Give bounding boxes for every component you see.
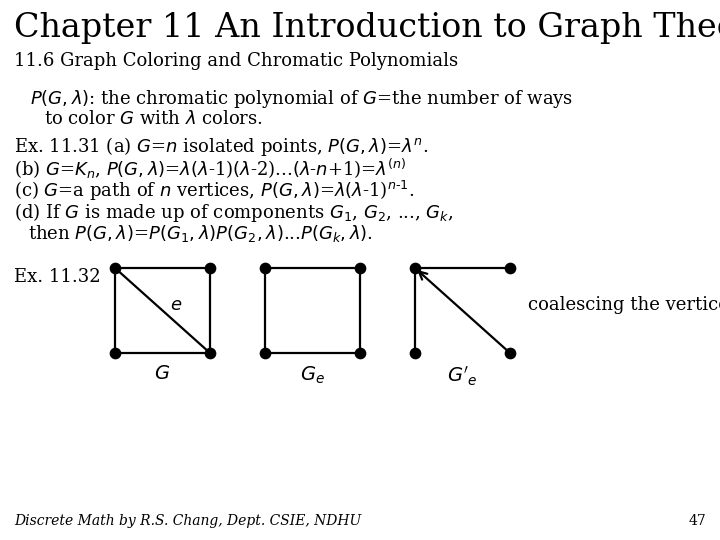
Point [259,349,271,357]
Text: $e$: $e$ [171,296,183,314]
Text: (b) $G$=$K_n$, $P(G,\lambda)$=$\lambda(\lambda$-1)$(\lambda$-2)...$(\lambda$-$n$: (b) $G$=$K_n$, $P(G,\lambda)$=$\lambda(\… [14,157,407,181]
Text: Discrete Math by R.S. Chang, Dept. CSIE, NDHU: Discrete Math by R.S. Chang, Dept. CSIE,… [14,514,361,528]
Text: (c) $G$=a path of $n$ vertices, $P(G,\lambda)$=$\lambda(\lambda$-1)$^{n\text{-}1: (c) $G$=a path of $n$ vertices, $P(G,\la… [14,179,414,203]
Point [504,349,516,357]
Point [354,349,366,357]
Point [409,349,420,357]
Point [504,264,516,272]
Text: $G_e$: $G_e$ [300,365,325,386]
Point [204,264,216,272]
Text: Chapter 11 An Introduction to Graph Theory: Chapter 11 An Introduction to Graph Theo… [14,12,720,44]
Point [204,349,216,357]
Point [109,349,121,357]
Point [259,264,271,272]
Point [409,264,420,272]
Text: then $P(G,\lambda)$=$P(G_1,\lambda)P(G_2,\lambda)$...$P(G_k,\lambda)$.: then $P(G,\lambda)$=$P(G_1,\lambda)P(G_2… [28,223,373,244]
Text: $G$: $G$ [154,365,171,383]
Text: Ex. 11.32: Ex. 11.32 [14,268,101,286]
Text: 47: 47 [688,514,706,528]
Text: (d) If $G$ is made up of components $G_1$, $G_2$, ..., $G_k$,: (d) If $G$ is made up of components $G_1… [14,201,454,224]
Text: Ex. 11.31 (a) $G$=$n$ isolated points, $P(G,\lambda)$=$\lambda^n$.: Ex. 11.31 (a) $G$=$n$ isolated points, $… [14,135,428,158]
Text: coalescing the vertices: coalescing the vertices [528,296,720,314]
Text: $P(G,\lambda)$: the chromatic polynomial of $G$=the number of ways: $P(G,\lambda)$: the chromatic polynomial… [30,88,573,110]
Point [354,264,366,272]
Text: $G'_e$: $G'_e$ [447,365,478,388]
Point [109,264,121,272]
Text: to color $G$ with $\lambda$ colors.: to color $G$ with $\lambda$ colors. [44,110,263,128]
Text: 11.6 Graph Coloring and Chromatic Polynomials: 11.6 Graph Coloring and Chromatic Polyno… [14,52,458,70]
